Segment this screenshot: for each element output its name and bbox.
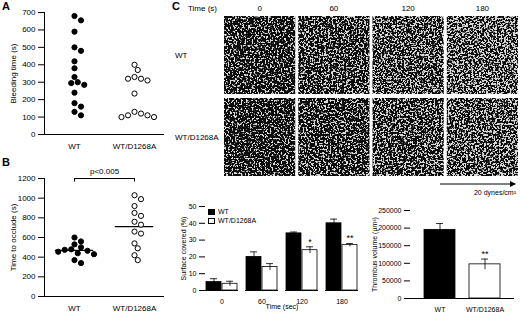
svg-text:500: 500 — [22, 43, 36, 52]
svg-text:60: 60 — [329, 4, 338, 13]
svg-text:200: 200 — [22, 95, 36, 104]
svg-text:WT/D1268A: WT/D1268A — [175, 133, 219, 142]
svg-text:120: 120 — [401, 4, 415, 13]
html-text:WT/D1268A: WT/D1268A — [218, 217, 257, 224]
svg-text:180: 180 — [336, 298, 348, 305]
svg-text:0: 0 — [193, 287, 197, 294]
svg-text:**: ** — [481, 249, 489, 259]
svg-text:50000: 50000 — [382, 277, 402, 284]
svg-text:20 dynes/cm²: 20 dynes/cm² — [474, 189, 517, 197]
svg-text:0: 0 — [220, 298, 224, 305]
svg-text:Thrombus volume (µm³): Thrombus volume (µm³) — [371, 217, 379, 292]
svg-text:10: 10 — [189, 270, 197, 277]
svg-text:0: 0 — [398, 295, 402, 302]
svg-text:**: ** — [346, 233, 354, 243]
svg-text:20: 20 — [189, 253, 197, 260]
svg-text:p<0.005: p<0.005 — [90, 167, 120, 176]
svg-text:WT: WT — [435, 306, 447, 313]
svg-text:WT/D1268A: WT/D1268A — [466, 306, 504, 313]
svg-text:50: 50 — [189, 203, 197, 210]
svg-text:400: 400 — [22, 60, 36, 69]
svg-text:150000: 150000 — [378, 242, 401, 249]
svg-text:200000: 200000 — [378, 224, 401, 231]
svg-text:*: * — [308, 237, 312, 247]
svg-text:300: 300 — [22, 78, 36, 87]
svg-text:Bleeding time (s): Bleeding time (s) — [9, 43, 18, 103]
svg-text:Surface covered (%): Surface covered (%) — [180, 217, 188, 281]
html-text:WT: WT — [218, 208, 229, 215]
svg-text:400: 400 — [22, 253, 36, 262]
svg-text:30: 30 — [189, 236, 197, 243]
svg-text:WT: WT — [68, 142, 81, 151]
svg-text:Time (sec): Time (sec) — [266, 303, 299, 311]
svg-text:60: 60 — [258, 298, 266, 306]
svg-text:600: 600 — [22, 25, 36, 34]
svg-text:WT/D1268A: WT/D1268A — [113, 304, 157, 313]
svg-text:Time (s): Time (s) — [188, 4, 217, 13]
svg-text:0: 0 — [31, 292, 36, 301]
svg-text:120: 120 — [296, 298, 308, 306]
svg-text:WT: WT — [68, 304, 81, 313]
svg-text:0: 0 — [31, 130, 36, 139]
svg-text:40: 40 — [189, 220, 197, 227]
html-text:B: B — [2, 156, 10, 168]
svg-text:600: 600 — [22, 233, 36, 242]
svg-text:1000: 1000 — [18, 194, 36, 203]
svg-text:800: 800 — [22, 213, 36, 222]
html-text:C: C — [172, 0, 180, 12]
svg-text:200: 200 — [22, 272, 36, 281]
svg-text:Time to occlude (s): Time to occlude (s) — [9, 203, 18, 271]
svg-text:700: 700 — [22, 8, 36, 17]
svg-text:1200: 1200 — [18, 174, 36, 183]
svg-text:0: 0 — [257, 4, 262, 13]
svg-text:250000: 250000 — [378, 207, 401, 214]
svg-text:180: 180 — [476, 4, 490, 13]
svg-text:100000: 100000 — [378, 260, 401, 267]
svg-text:WT: WT — [175, 51, 188, 60]
svg-text:100: 100 — [22, 113, 36, 122]
html-text:A: A — [2, 0, 10, 12]
svg-text:WT/D1268A: WT/D1268A — [113, 142, 157, 151]
